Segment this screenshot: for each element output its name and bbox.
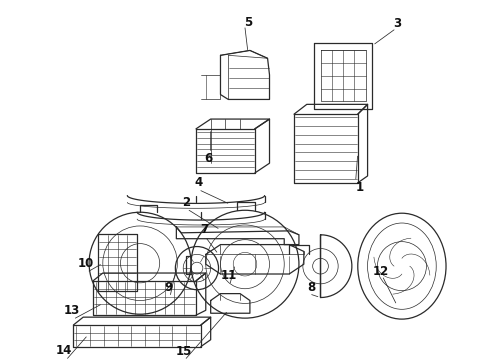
Text: 8: 8 bbox=[308, 281, 316, 294]
Text: 6: 6 bbox=[205, 152, 213, 165]
Text: 14: 14 bbox=[55, 344, 72, 357]
Text: 1: 1 bbox=[356, 181, 364, 194]
Text: 5: 5 bbox=[244, 17, 252, 30]
Text: 7: 7 bbox=[200, 223, 208, 237]
Text: 4: 4 bbox=[195, 176, 203, 189]
Text: 13: 13 bbox=[63, 304, 79, 317]
Text: 12: 12 bbox=[372, 265, 389, 278]
Text: 11: 11 bbox=[220, 270, 237, 283]
Text: 15: 15 bbox=[176, 345, 193, 358]
Text: 3: 3 bbox=[393, 17, 401, 31]
Text: 10: 10 bbox=[78, 257, 94, 270]
Text: 9: 9 bbox=[164, 281, 172, 294]
Text: 2: 2 bbox=[182, 196, 190, 209]
